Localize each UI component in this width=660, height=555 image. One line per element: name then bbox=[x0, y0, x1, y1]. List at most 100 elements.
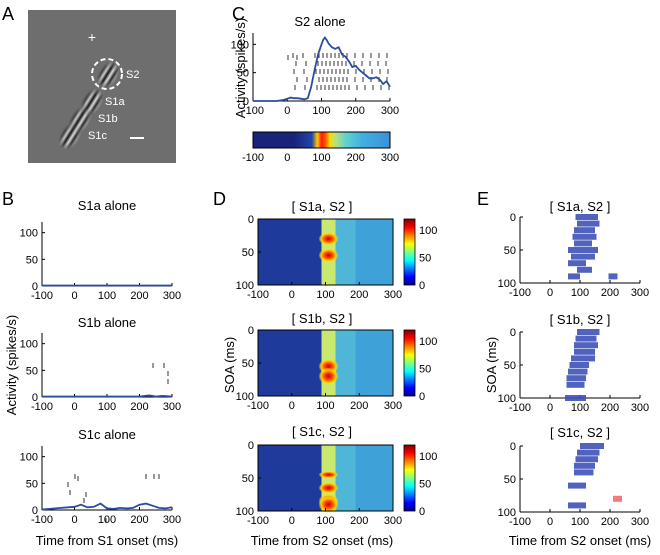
x-tick-label: 100 bbox=[571, 287, 589, 299]
y-tick-label: 0 bbox=[510, 212, 516, 224]
panel-e3-bar bbox=[574, 469, 594, 476]
y-tick-label: 100 bbox=[20, 339, 38, 351]
panel-c-heatbar bbox=[252, 131, 391, 149]
panel-d1-pre-band bbox=[258, 219, 322, 285]
panel-d2-colorbar-tick: 50 bbox=[419, 364, 431, 376]
panel-b2-line bbox=[42, 394, 173, 398]
panel-d3-colorbar bbox=[403, 444, 416, 512]
x-tick-label: 200 bbox=[130, 514, 148, 526]
panel-e1-bar bbox=[568, 260, 586, 267]
gabor-s2 bbox=[96, 61, 120, 89]
panel-e3-bar bbox=[568, 502, 574, 509]
panel-d3-colorbar-tick: 50 bbox=[419, 479, 431, 491]
panel-c-psth-line bbox=[253, 35, 391, 102]
y-tick-label: 100 bbox=[498, 393, 516, 405]
x-tick-label: 300 bbox=[163, 401, 181, 413]
fixation-cross: + bbox=[88, 29, 96, 45]
panel-d3-hotspot bbox=[318, 495, 339, 513]
panel-d1-late-region bbox=[355, 219, 393, 285]
panel-e2-bar bbox=[571, 355, 595, 362]
y-tick-label: 50 bbox=[504, 245, 516, 257]
panel-d2-colorbar bbox=[403, 329, 416, 397]
panel-e2-bar bbox=[574, 348, 595, 355]
y-tick-label: 50 bbox=[242, 247, 254, 259]
y-tick-label: 50 bbox=[26, 365, 38, 377]
panel-d3-pre-band bbox=[258, 445, 322, 511]
panel-d2-pre-band bbox=[258, 330, 322, 396]
x-tick-label: 300 bbox=[631, 516, 649, 528]
x-tick-label: -100 bbox=[31, 290, 53, 302]
panel-b2-raster bbox=[152, 363, 169, 384]
panel-b2-title: S1b alone bbox=[78, 315, 137, 330]
y-tick-label: 100 bbox=[498, 278, 516, 290]
panel-d1-hotspot bbox=[318, 248, 339, 263]
stimulus-label-s1b: S1b bbox=[98, 113, 118, 125]
panel-d-ylabel: SOA (ms) bbox=[222, 337, 237, 393]
x-tick-label: 300 bbox=[631, 402, 649, 414]
panel-c-heatbar-tick: 200 bbox=[347, 152, 365, 164]
panel-letter-b: B bbox=[2, 189, 14, 209]
y-tick-label: 0 bbox=[248, 325, 254, 337]
panel-e2-bar bbox=[575, 335, 597, 342]
x-tick-label: -100 bbox=[242, 105, 264, 117]
panel-e1-bar bbox=[568, 247, 598, 253]
panel-d1-axes: -100 0 100 200 300 0 50 100 bbox=[236, 214, 403, 301]
x-tick-label: -100 bbox=[31, 514, 53, 526]
x-tick-label: 100 bbox=[98, 514, 116, 526]
y-tick-label: 0 bbox=[248, 440, 254, 452]
panel-d3-colorbar-tick: 100 bbox=[419, 451, 437, 463]
panel-e3-bar bbox=[575, 456, 598, 463]
panel-d3-colorbar-tick: 0 bbox=[419, 506, 425, 518]
x-tick-label: 200 bbox=[601, 287, 619, 299]
panel-e2-bar bbox=[577, 329, 600, 335]
panel-b-ylabel: Activity (spikes/s) bbox=[4, 315, 19, 415]
x-tick-label: 0 bbox=[289, 515, 295, 527]
x-tick-label: 100 bbox=[316, 289, 334, 301]
x-tick-label: 300 bbox=[631, 287, 649, 299]
x-tick-label: 100 bbox=[316, 515, 334, 527]
panel-c-raster bbox=[287, 53, 390, 90]
y-tick-label: 100 bbox=[236, 280, 254, 292]
y-tick-label: 50 bbox=[504, 360, 516, 372]
x-tick-label: -100 bbox=[509, 516, 531, 528]
panel-e3-bar bbox=[574, 502, 586, 509]
x-tick-label: 300 bbox=[163, 514, 181, 526]
y-tick-label: 100 bbox=[20, 452, 38, 464]
x-tick-label: 100 bbox=[571, 402, 589, 414]
y-tick-label: 0 bbox=[32, 392, 38, 404]
panel-d1-colorbar-tick: 0 bbox=[419, 280, 425, 292]
x-tick-label: 200 bbox=[347, 105, 365, 117]
x-tick-label: 0 bbox=[547, 516, 553, 528]
panel-e1-bar bbox=[575, 214, 598, 220]
panel-e1-bar bbox=[568, 273, 580, 280]
panel-c-heatbar-tick: 0 bbox=[284, 152, 290, 164]
panel-d2-title: [ S1b, S2 ] bbox=[292, 311, 353, 326]
panel-e2-axes: -100 0 100 200 300 0 50 100 bbox=[498, 327, 650, 414]
panel-d3-hotspot bbox=[318, 482, 339, 494]
panel-e3-axes: -100 0 100 200 300 0 50 100 bbox=[498, 441, 650, 528]
y-tick-label: 50 bbox=[504, 474, 516, 486]
panel-d3-axes: -100 0 100 200 300 0 50 100 bbox=[236, 440, 403, 527]
x-tick-label: -100 bbox=[247, 400, 269, 412]
panel-d3-late-region bbox=[355, 445, 393, 511]
panel-e3-bar bbox=[574, 462, 595, 469]
panel-d-xlabel: Time from S2 onset (ms) bbox=[251, 533, 394, 548]
panel-e2-bar bbox=[566, 375, 586, 382]
x-tick-label: 100 bbox=[312, 105, 330, 117]
panel-d1-title: [ S1a, S2 ] bbox=[292, 199, 353, 214]
x-tick-label: 200 bbox=[350, 515, 368, 527]
panel-e1-bar bbox=[571, 253, 595, 260]
panel-e1-bar bbox=[572, 233, 597, 240]
panel-d2-colorbar-tick: 0 bbox=[419, 391, 425, 403]
y-tick-label: 0 bbox=[248, 214, 254, 226]
y-tick-label: 50 bbox=[237, 68, 249, 80]
y-tick-label: 100 bbox=[498, 507, 516, 519]
x-tick-label: 100 bbox=[98, 290, 116, 302]
panel-e2-bar bbox=[566, 381, 585, 388]
x-tick-label: -100 bbox=[247, 289, 269, 301]
x-tick-label: 0 bbox=[547, 402, 553, 414]
panel-d3-title: [ S1c, S2 ] bbox=[292, 424, 352, 439]
panel-e2-bar bbox=[568, 368, 588, 375]
panel-d2-hotspot bbox=[318, 367, 339, 385]
